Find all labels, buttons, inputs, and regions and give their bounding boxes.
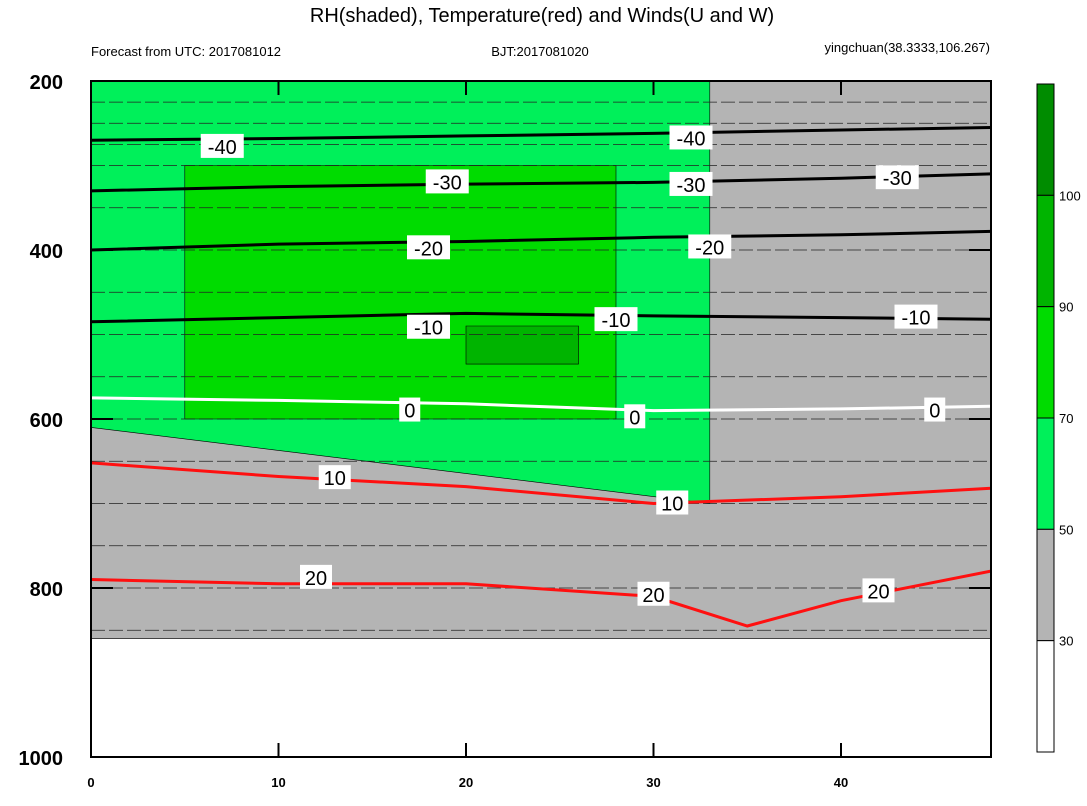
contour-label-6-0: 20 <box>305 568 327 590</box>
contour-label-box-6-0 <box>300 564 332 589</box>
contour-label-1-2: -30 <box>883 168 912 190</box>
contour-label-box-6-1 <box>637 581 670 606</box>
temperature-contour-2 <box>91 229 991 252</box>
contour-label-3-0: -10 <box>414 318 443 340</box>
contour-label-1-0: -30 <box>433 172 462 194</box>
colorbar-segment-0 <box>1036 83 1055 196</box>
y-tick-label-0: 200 <box>30 72 63 94</box>
contour-label-4-1: 0 <box>629 407 640 429</box>
colorbar-segment-1 <box>1036 194 1055 308</box>
forecast-subtitle: Forecast from UTC: 2017081012 <box>91 44 281 59</box>
x-tick-label-1: 10 <box>271 775 285 790</box>
contour-label-0-1: -40 <box>677 128 706 150</box>
contour-label-2-1: -20 <box>695 237 724 259</box>
contour-label-box-5-0 <box>318 465 351 490</box>
contour-label-5-0: 10 <box>324 468 346 490</box>
y-tick-label-4: 1000 <box>19 748 64 770</box>
x-tick-label-3: 30 <box>646 775 660 790</box>
contour-label-3-1: -10 <box>602 310 631 332</box>
colorbar-label-1: 50 <box>1059 522 1073 537</box>
location-subtitle: yingchuan(38.3333,106.267) <box>824 40 990 55</box>
bjt-subtitle: BJT:2017081020 <box>491 44 589 59</box>
temperature-contour-5 <box>91 461 991 506</box>
contour-label-6-2: 20 <box>867 581 889 603</box>
contour-label-box-4-2 <box>924 397 946 422</box>
temperature-contour-1 <box>91 172 991 193</box>
colorbar-label-4: 100 <box>1059 188 1081 203</box>
contour-label-5-1: 10 <box>661 494 683 516</box>
contour-label-0-0: -40 <box>208 137 237 159</box>
x-tick-label-2: 20 <box>459 775 473 790</box>
contour-label-box-1-1 <box>669 171 713 196</box>
contour-label-box-0-1 <box>669 125 713 150</box>
colorbar-segment-5 <box>1036 640 1055 753</box>
temperature-contour-0 <box>91 126 991 142</box>
colorbar-segment-2 <box>1036 306 1055 419</box>
contour-label-box-3-1 <box>594 307 638 332</box>
contour-label-box-5-1 <box>656 490 689 515</box>
chart-title: RH(shaded), Temperature(red) and Winds(U… <box>310 5 774 27</box>
y-tick-label-1: 400 <box>30 241 63 263</box>
plot-area: -40 -40 -30 -30 -30 -20 -20 -10 -10 -10 0 0 0 10 10 20 2… <box>91 81 991 757</box>
contour-label-4-2: 0 <box>929 401 940 423</box>
contour-label-box-1-2 <box>875 165 919 190</box>
contour-label-2-0: -20 <box>414 238 443 260</box>
colorbar-label-2: 70 <box>1059 411 1073 426</box>
colorbar-segment-4 <box>1036 528 1055 642</box>
y-tick-label-3: 800 <box>30 579 63 601</box>
colorbar: 30 50 70 90 100 <box>1036 83 1081 753</box>
contour-label-box-4-0 <box>399 397 421 422</box>
contour-label-box-2-0 <box>407 235 450 260</box>
temperature-contours: -40 -40 -30 -30 -30 -20 -20 -10 -10 -10 0 0 0 10 10 20 2… <box>91 125 991 628</box>
x-tick-label-0: 0 <box>87 775 94 790</box>
contour-label-box-6-2 <box>862 578 895 603</box>
temperature-contour-4 <box>91 396 991 413</box>
colorbar-segment-3 <box>1036 417 1055 530</box>
contour-label-box-2-1 <box>688 234 732 259</box>
contour-label-6-1: 20 <box>642 585 664 607</box>
rh-shading <box>91 81 991 639</box>
colorbar-label-0: 30 <box>1059 634 1073 649</box>
colorbar-label-3: 90 <box>1059 300 1073 315</box>
temperature-contour-3 <box>91 311 991 324</box>
contour-label-box-3-0 <box>407 314 450 339</box>
y-tick-label-2: 600 <box>30 410 63 432</box>
contour-label-box-4-1 <box>624 404 646 429</box>
contour-label-4-0: 0 <box>404 401 415 423</box>
rh-region-3 <box>465 325 579 365</box>
contour-label-box-0-0 <box>200 133 244 158</box>
x-tick-label-4: 40 <box>834 775 848 790</box>
contour-label-box-3-2 <box>894 304 938 329</box>
contour-label-1-1: -30 <box>677 175 706 197</box>
contour-label-3-2: -10 <box>902 308 931 330</box>
contour-label-box-1-0 <box>425 169 469 194</box>
